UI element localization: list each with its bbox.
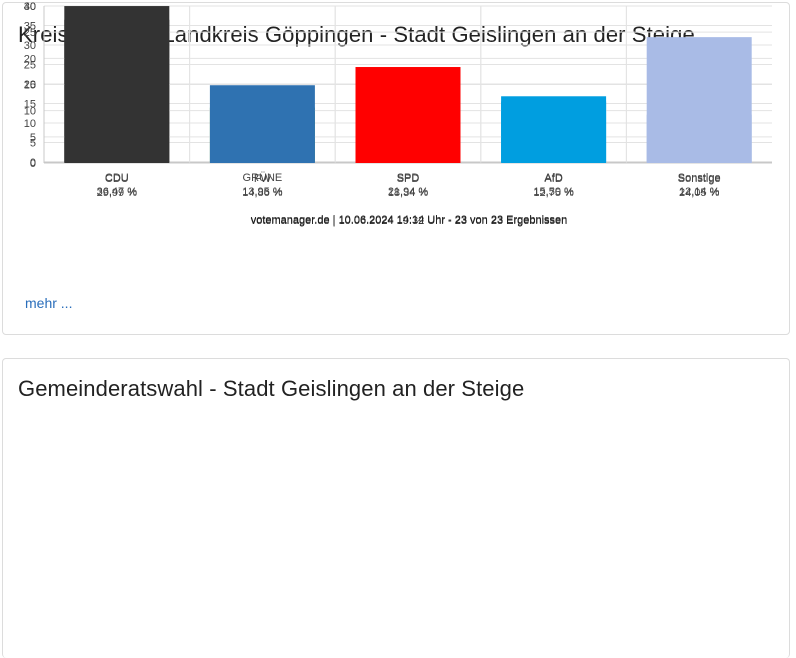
y-tick-label: 30 <box>24 1 36 13</box>
gemeinderat-bar-chart: 0 5 10 15 20 25 30 CDU 29,99 % FW 14,86 % SPD 18,34 … <box>0 0 796 237</box>
y-tick-label: 25 <box>24 60 36 72</box>
y-tick-label: 0 <box>30 158 36 170</box>
bar-fw <box>209 85 315 163</box>
y-tick-label: 20 <box>24 79 36 91</box>
y-tick-label: 15 <box>24 80 36 92</box>
y-tick-label: 25 <box>24 27 36 39</box>
y-tick-label: 35 <box>24 21 36 33</box>
more-link[interactable]: mehr ... <box>25 295 73 311</box>
category-label: GRÜNE <box>243 172 283 184</box>
category-label: SPD <box>397 173 420 185</box>
value-label: 14,86 % <box>242 187 283 199</box>
bar-spd <box>355 67 461 163</box>
source-note: votemanager.de | 10.06.2024 14:14 Uhr - … <box>251 214 568 226</box>
value-label: 21,94 % <box>388 186 429 198</box>
y-tick-label: 30 <box>24 40 36 52</box>
category-label: Sonstige <box>678 172 721 184</box>
y-tick-label: 40 <box>24 1 36 13</box>
category-label: AfD <box>544 172 562 184</box>
value-label: 29,99 % <box>97 187 138 199</box>
category-label: CDU <box>105 172 129 184</box>
y-tick-label: 15 <box>24 99 36 111</box>
value-label: 12,75 % <box>533 187 574 199</box>
y-tick-label: 5 <box>30 132 36 144</box>
value-label: 15,50 % <box>533 186 574 198</box>
y-tick-label: 0 <box>30 157 36 169</box>
value-label: 13,95 % <box>242 186 283 198</box>
category-label: CDU <box>105 173 129 185</box>
y-tick-label: 10 <box>24 106 36 118</box>
chart-title: Gemeinderatswahl - Stadt Geislingen an d… <box>18 376 525 401</box>
value-label: 36,47 % <box>97 186 138 198</box>
value-label: 24,05 % <box>679 187 720 199</box>
election-card-gemeinderat: Gemeinderatswahl - Stadt Geislingen an d… <box>2 358 790 658</box>
source-note: votemanager.de | 10.06.2024 19:32 Uhr - … <box>251 215 568 227</box>
y-tick-label: 10 <box>24 118 36 130</box>
category-label: AfD <box>544 173 562 185</box>
bar-afd <box>501 96 607 163</box>
y-tick-label: 20 <box>24 53 36 65</box>
bar-sonstige <box>646 37 752 163</box>
bar-cdu <box>64 6 170 163</box>
category-label: SPD <box>397 172 420 184</box>
y-tick-label: 5 <box>30 138 36 150</box>
category-label: Sonstige <box>678 173 721 185</box>
value-label: 12,14 % <box>679 186 720 198</box>
category-label: FW <box>254 173 272 185</box>
value-label: 18,34 % <box>388 187 429 199</box>
